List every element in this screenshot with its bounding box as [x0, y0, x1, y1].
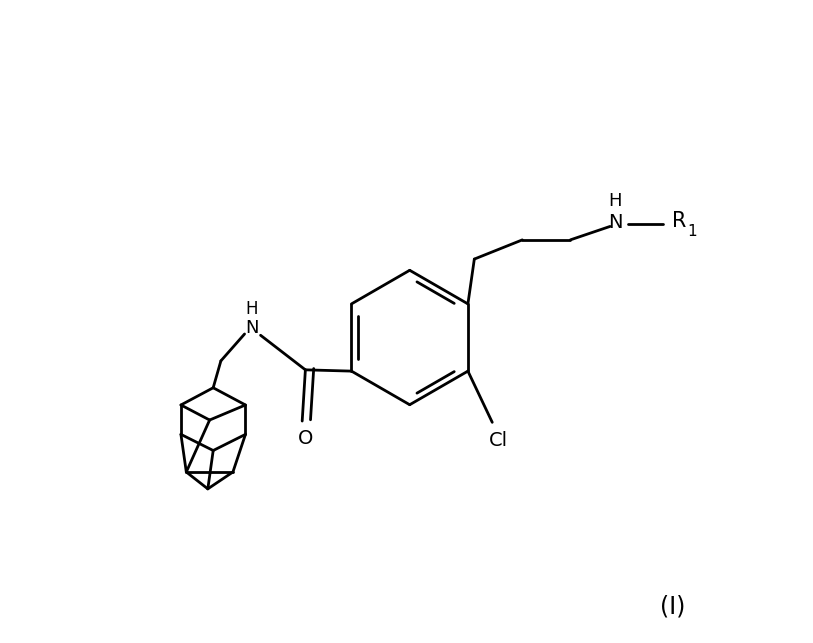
Text: R: R [672, 212, 686, 231]
Text: (I): (I) [659, 594, 685, 619]
Text: H: H [246, 300, 258, 318]
Text: N: N [608, 213, 623, 232]
Text: O: O [298, 429, 313, 448]
Text: N: N [245, 318, 259, 336]
Text: H: H [608, 192, 622, 210]
Text: 1: 1 [687, 224, 697, 239]
Text: Cl: Cl [489, 431, 508, 449]
